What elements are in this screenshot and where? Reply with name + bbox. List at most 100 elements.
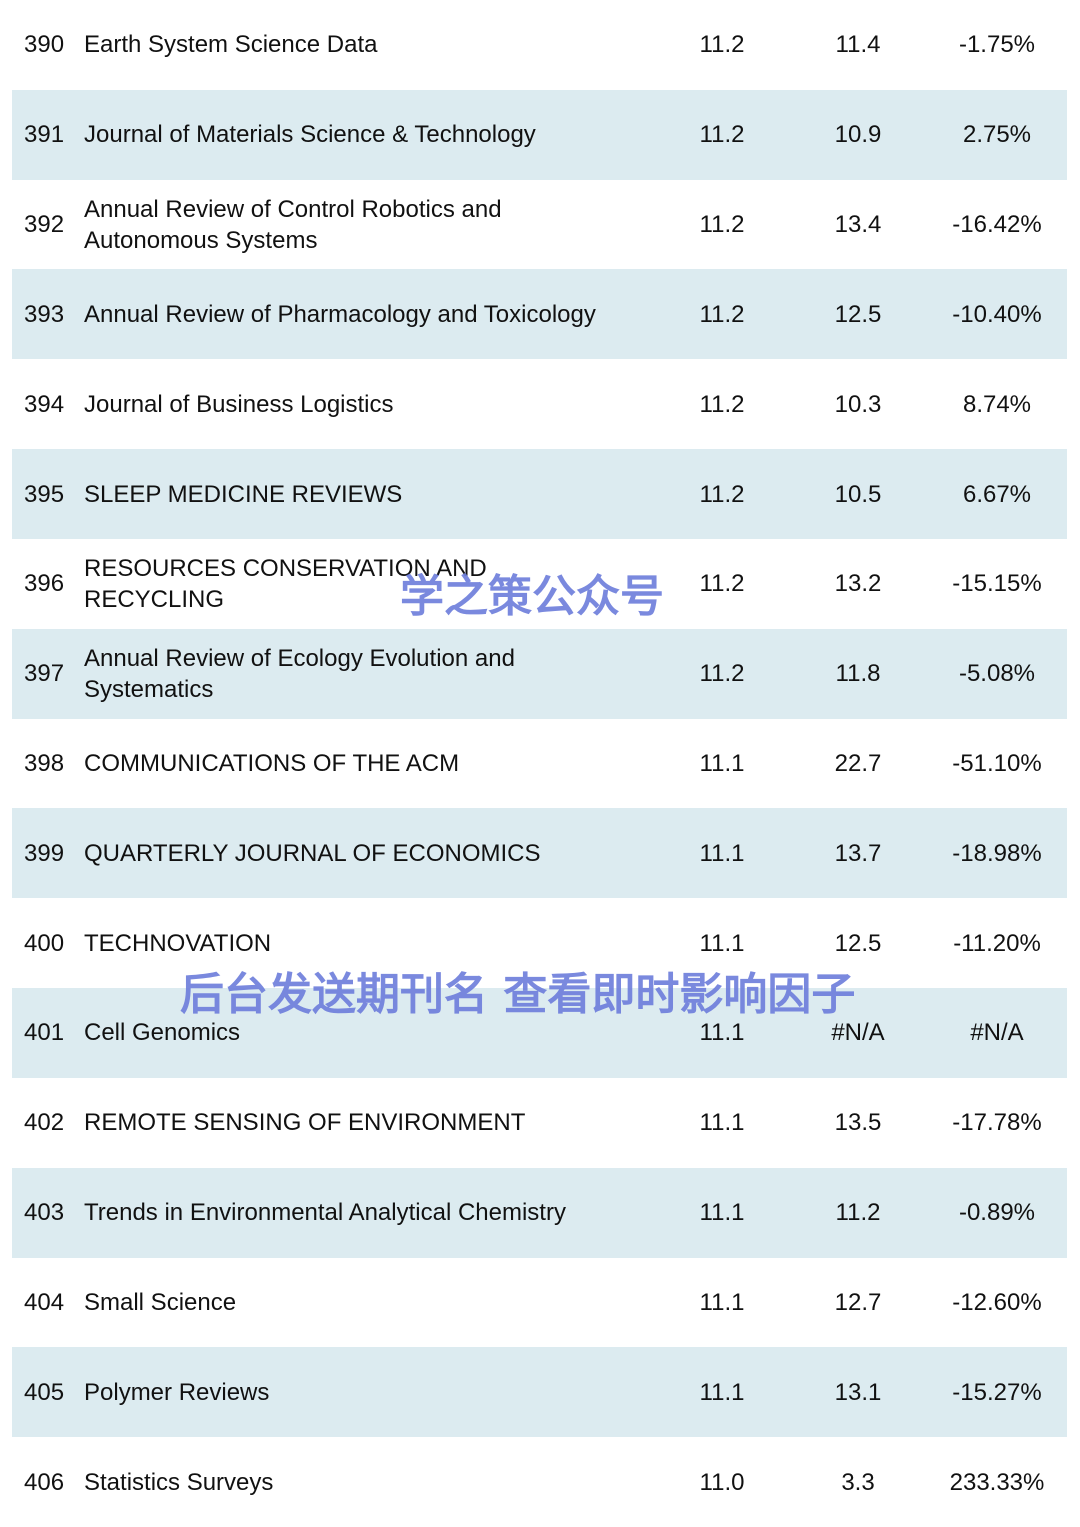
table-row: 403 Trends in Environmental Analytical Ch… [12, 1167, 1067, 1258]
name-line: REMOTE SENSING OF ENVIRONMENT [84, 1109, 526, 1137]
impact-factor: 11.2 [699, 660, 745, 688]
table-row: 406 Statistics Surveys 11.0 3.3 233.33% [12, 1437, 1067, 1527]
name-line: RESOURCES CONSERVATION AND [84, 554, 487, 582]
change: -12.60% [952, 1288, 1042, 1316]
name-line: RECYCLING [84, 585, 225, 613]
name-line: Trends in Environmental Analytical Chemi… [84, 1199, 566, 1227]
table-row: 398 COMMUNICATIONS OF THE ACM 11.1 22.7 -51.… [12, 719, 1067, 809]
name-line: Systematics [84, 675, 214, 703]
previous-factor: 13.4 [834, 211, 882, 239]
table-row: 397 Annual Review of Ecology Evolution an… [12, 628, 1067, 719]
name-line: Cell Genomics [84, 1019, 241, 1047]
journal-name: REMOTE SENSING OF ENVIRONMENT [84, 1078, 525, 1168]
journal-name: Polymer Reviews [84, 1347, 269, 1437]
impact-factor: 11.1 [699, 1199, 745, 1227]
rank: 402 [24, 1109, 65, 1137]
impact-factor: 11.2 [699, 211, 745, 239]
watermark: 后台发送期刊名 查看即时影响因子 [180, 969, 856, 1020]
table-row: 402 REMOTE SENSING OF ENVIRONMENT 11.1 13.5… [12, 1078, 1067, 1168]
journal-name: QUARTERLY JOURNAL OF ECONOMICS [84, 808, 541, 898]
rank: 401 [24, 1019, 65, 1047]
change: -51.10% [952, 749, 1042, 777]
previous-factor: 13.5 [834, 1109, 882, 1137]
name-line: TECHNOVATION [84, 929, 272, 957]
table-row: 405 Polymer Reviews 11.1 13.1 -15.27% [12, 1347, 1067, 1438]
impact-factor: 11.2 [699, 480, 745, 508]
previous-factor: 13.2 [834, 570, 882, 598]
name-line: Journal of Materials Science & Technolog… [84, 121, 536, 149]
change: 6.67% [962, 480, 1032, 508]
table-row: 399 QUARTERLY JOURNAL OF ECONOMICS 11.1 13.… [12, 808, 1067, 899]
rank: 399 [24, 839, 65, 867]
table-row: 400 TECHNOVATION 11.1 12.5 -11.20% [12, 898, 1067, 988]
impact-factor: 11.2 [699, 31, 745, 59]
previous-factor: 11.4 [835, 31, 881, 59]
table-row: 393 Annual Review of Pharmacology and Tox… [12, 269, 1067, 360]
table-row: 396 RESOURCES CONSERVATION AND RECYCLING 11… [12, 539, 1067, 629]
journal-name: Statistics Surveys [84, 1437, 273, 1527]
impact-factor: 11.1 [699, 1109, 745, 1137]
impact-factor: 11.2 [699, 570, 745, 598]
name-line: Polymer Reviews [84, 1378, 270, 1406]
impact-factor: 11.0 [699, 1468, 745, 1496]
previous-factor: 10.5 [834, 480, 882, 508]
rank: 404 [24, 1288, 65, 1316]
rank: 392 [24, 211, 65, 239]
journal-name: Annual Review of Control Robotics and Aut… [84, 180, 502, 270]
previous-factor: #N/A [831, 1019, 885, 1047]
previous-factor: 12.5 [834, 929, 882, 957]
rank: 398 [24, 749, 65, 777]
journal-name: COMMUNICATIONS OF THE ACM [84, 719, 459, 809]
table-row: 392 Annual Review of Control Robotics and… [12, 180, 1067, 270]
table-row: 391 Journal of Materials Science & Techno… [12, 89, 1067, 180]
change: -15.27% [952, 1378, 1042, 1406]
previous-factor: 13.1 [834, 1378, 882, 1406]
journal-name: Earth System Science Data [84, 0, 377, 90]
rank: 390 [24, 31, 65, 59]
rank: 403 [24, 1199, 65, 1227]
change: -17.78% [952, 1109, 1042, 1137]
change: -1.75% [958, 31, 1036, 59]
impact-factor: 11.2 [699, 121, 745, 149]
previous-factor: 22.7 [834, 749, 882, 777]
rank: 400 [24, 929, 65, 957]
change: -18.98% [952, 839, 1042, 867]
change: -0.89% [958, 1199, 1036, 1227]
change: -15.15% [952, 570, 1042, 598]
rank: 391 [24, 121, 65, 149]
change: 8.74% [962, 390, 1032, 418]
change: #N/A [970, 1019, 1024, 1047]
watermark: 学之策公众号 [400, 571, 664, 622]
journal-name: Journal of Business Logistics [84, 359, 394, 449]
table-row: 394 Journal of Business Logistics 11.2 10.3… [12, 359, 1067, 449]
previous-factor: 10.3 [834, 390, 882, 418]
name-line: SLEEP MEDICINE REVIEWS [84, 480, 403, 508]
table-row: 390 Earth System Science Data 11.2 11.4 -1.7… [12, 0, 1067, 90]
name-line: Small Science [84, 1288, 237, 1316]
journal-name: RESOURCES CONSERVATION AND RECYCLING [84, 539, 487, 629]
impact-factor: 11.1 [699, 839, 745, 867]
previous-factor: 10.9 [834, 121, 882, 149]
change: -5.08% [958, 660, 1036, 688]
impact-factor: 11.1 [699, 929, 745, 957]
rank: 393 [24, 300, 65, 328]
previous-factor: 3.3 [841, 1468, 875, 1496]
journal-name: Annual Review of Ecology Evolution and Sy… [84, 629, 515, 719]
change: -10.40% [952, 300, 1042, 328]
name-line: Earth System Science Data [84, 31, 378, 59]
change: 233.33% [949, 1468, 1045, 1496]
impact-factor: 11.2 [699, 300, 745, 328]
rank: 396 [24, 570, 65, 598]
previous-factor: 13.7 [834, 839, 882, 867]
name-line: Annual Review of Pharmacology and Toxico… [84, 300, 596, 328]
previous-factor: 12.5 [834, 300, 882, 328]
change: 2.75% [962, 121, 1032, 149]
name-line: Autonomous Systems [84, 226, 318, 254]
journal-name: Annual Review of Pharmacology and Toxico… [84, 269, 596, 359]
journal-name: Cell Genomics [84, 988, 240, 1078]
name-line: Annual Review of Control Robotics and [84, 195, 502, 223]
impact-factor: 11.1 [699, 1019, 745, 1047]
rank: 395 [24, 480, 65, 508]
